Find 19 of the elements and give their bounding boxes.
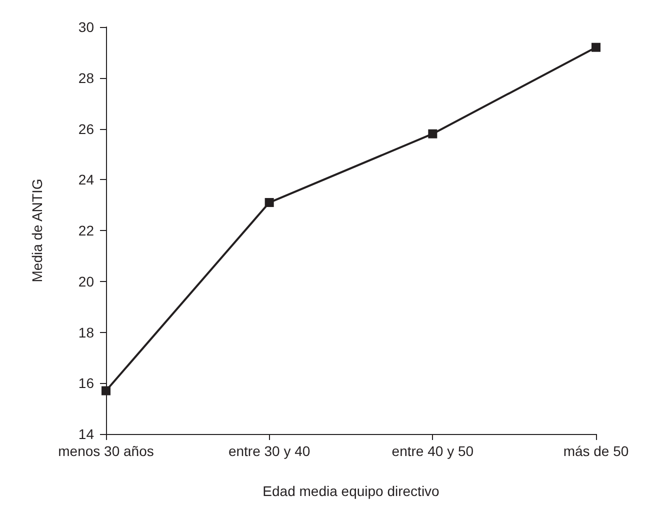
y-tick-label: 30 [78, 19, 94, 35]
y-tick-label: 22 [78, 222, 94, 238]
point [428, 129, 438, 138]
x-tick-label: entre 40 y 50 [392, 443, 474, 459]
x-axis-title: Edad media equipo directivo [262, 483, 440, 499]
y-tick-label: 28 [78, 70, 94, 86]
x-tick-label: más de 50 [563, 443, 629, 459]
x-tick-label: entre 30 y 40 [228, 443, 310, 459]
x-tick-label: menos 30 años [58, 443, 154, 459]
y-tick-label: 18 [78, 324, 94, 340]
y-tick-label: 14 [78, 426, 94, 442]
y-tick-label: 24 [78, 172, 94, 188]
y-tick-label: 20 [78, 273, 94, 290]
y-tick-label: 26 [78, 120, 94, 137]
point [102, 386, 110, 396]
point [592, 42, 600, 52]
point [264, 198, 274, 208]
y-axis-title: Media de ANTIG [29, 178, 45, 282]
y-tick-label: 16 [78, 375, 94, 392]
